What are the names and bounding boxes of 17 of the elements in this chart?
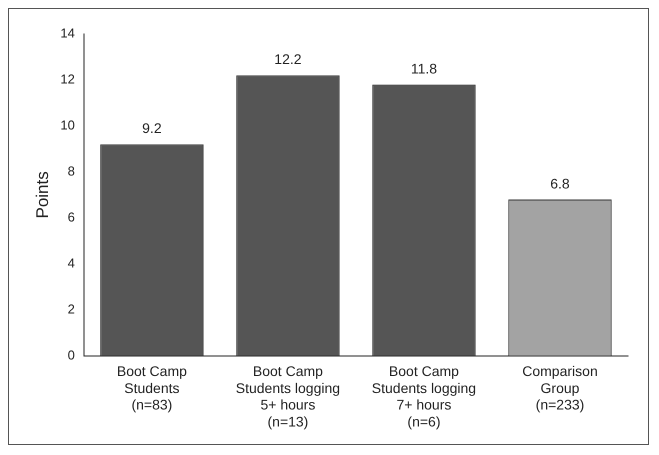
data-label: 11.8 xyxy=(410,60,438,76)
x-tick-label: Comparison Group (n=233) xyxy=(522,363,598,413)
y-tick-label: 14 xyxy=(60,26,75,41)
y-tick-label: 12 xyxy=(60,72,75,87)
y-tick-label: 4 xyxy=(68,255,75,270)
y-axis-title: Points xyxy=(32,171,52,219)
y-tick-label: 2 xyxy=(68,301,75,316)
data-label: 6.8 xyxy=(550,175,570,192)
x-tick-label: Boot Camp Students logging 7+ hours (n=6) xyxy=(372,363,476,430)
y-tick-label: 8 xyxy=(68,163,75,178)
y-tick-label: 0 xyxy=(68,347,75,362)
x-tick-label: Boot Camp Students (n=83) xyxy=(116,363,188,413)
x-tick-label: Boot Camp Students logging 5+ hours (n=13) xyxy=(236,363,340,430)
y-tick-label: 6 xyxy=(68,209,75,224)
data-label: 9.2 xyxy=(142,120,162,136)
y-tick-label: 10 xyxy=(60,118,75,133)
data-label: 12.2 xyxy=(274,51,302,68)
